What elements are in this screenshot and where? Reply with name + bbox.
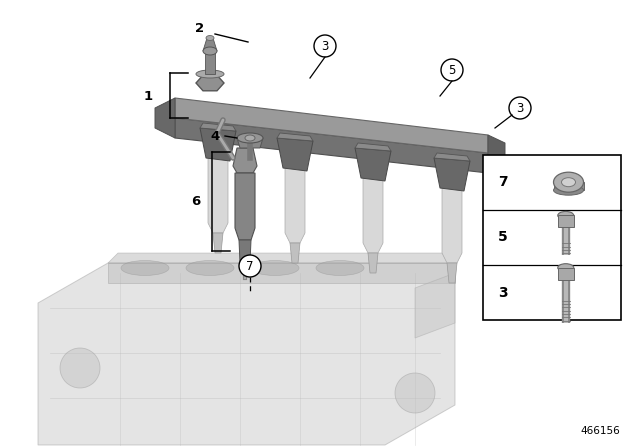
Ellipse shape — [186, 260, 234, 276]
Polygon shape — [235, 173, 255, 240]
Circle shape — [239, 255, 261, 277]
Polygon shape — [155, 98, 175, 138]
Text: 7: 7 — [246, 259, 253, 272]
Ellipse shape — [121, 260, 169, 276]
Polygon shape — [558, 215, 574, 228]
Ellipse shape — [558, 264, 574, 271]
Polygon shape — [277, 133, 313, 141]
Circle shape — [395, 373, 435, 413]
Circle shape — [441, 59, 463, 81]
Text: 5: 5 — [448, 64, 456, 77]
Polygon shape — [200, 128, 236, 161]
Polygon shape — [434, 158, 470, 191]
Ellipse shape — [196, 70, 224, 78]
Polygon shape — [447, 263, 457, 283]
Polygon shape — [558, 268, 574, 280]
Polygon shape — [277, 138, 313, 171]
Ellipse shape — [554, 185, 584, 195]
Polygon shape — [175, 118, 488, 173]
Text: 466156: 466156 — [580, 426, 620, 436]
Polygon shape — [175, 98, 488, 153]
Circle shape — [60, 348, 100, 388]
Polygon shape — [237, 138, 263, 148]
Text: 2: 2 — [195, 22, 205, 34]
Ellipse shape — [561, 178, 575, 187]
Text: 3: 3 — [499, 286, 508, 300]
Polygon shape — [205, 53, 215, 74]
Text: 3: 3 — [321, 39, 329, 52]
Bar — [483, 155, 621, 320]
Polygon shape — [442, 188, 462, 263]
Polygon shape — [290, 243, 300, 263]
Polygon shape — [233, 148, 257, 173]
Text: 7: 7 — [499, 175, 508, 189]
Polygon shape — [208, 158, 228, 233]
Ellipse shape — [316, 260, 364, 276]
Text: 1: 1 — [143, 90, 152, 103]
Circle shape — [509, 97, 531, 119]
Polygon shape — [108, 253, 460, 263]
Polygon shape — [554, 182, 584, 190]
Polygon shape — [368, 253, 378, 273]
Text: 6: 6 — [191, 194, 200, 207]
Polygon shape — [363, 178, 383, 253]
Polygon shape — [38, 263, 455, 445]
Polygon shape — [213, 233, 223, 253]
Ellipse shape — [251, 260, 299, 276]
Polygon shape — [415, 273, 455, 338]
Polygon shape — [355, 143, 391, 151]
Polygon shape — [285, 168, 305, 243]
Text: 4: 4 — [211, 129, 220, 142]
Polygon shape — [239, 240, 251, 263]
Text: 3: 3 — [516, 102, 524, 115]
Ellipse shape — [558, 211, 574, 220]
Ellipse shape — [554, 172, 584, 192]
Text: 5: 5 — [499, 230, 508, 245]
Ellipse shape — [245, 135, 255, 141]
Polygon shape — [355, 148, 391, 181]
Ellipse shape — [203, 47, 217, 55]
Circle shape — [314, 35, 336, 57]
Polygon shape — [108, 263, 455, 283]
Polygon shape — [203, 38, 217, 51]
Ellipse shape — [237, 133, 263, 143]
Polygon shape — [196, 75, 224, 91]
Polygon shape — [488, 135, 505, 173]
Polygon shape — [200, 123, 236, 131]
Ellipse shape — [206, 35, 214, 40]
Polygon shape — [434, 153, 470, 161]
